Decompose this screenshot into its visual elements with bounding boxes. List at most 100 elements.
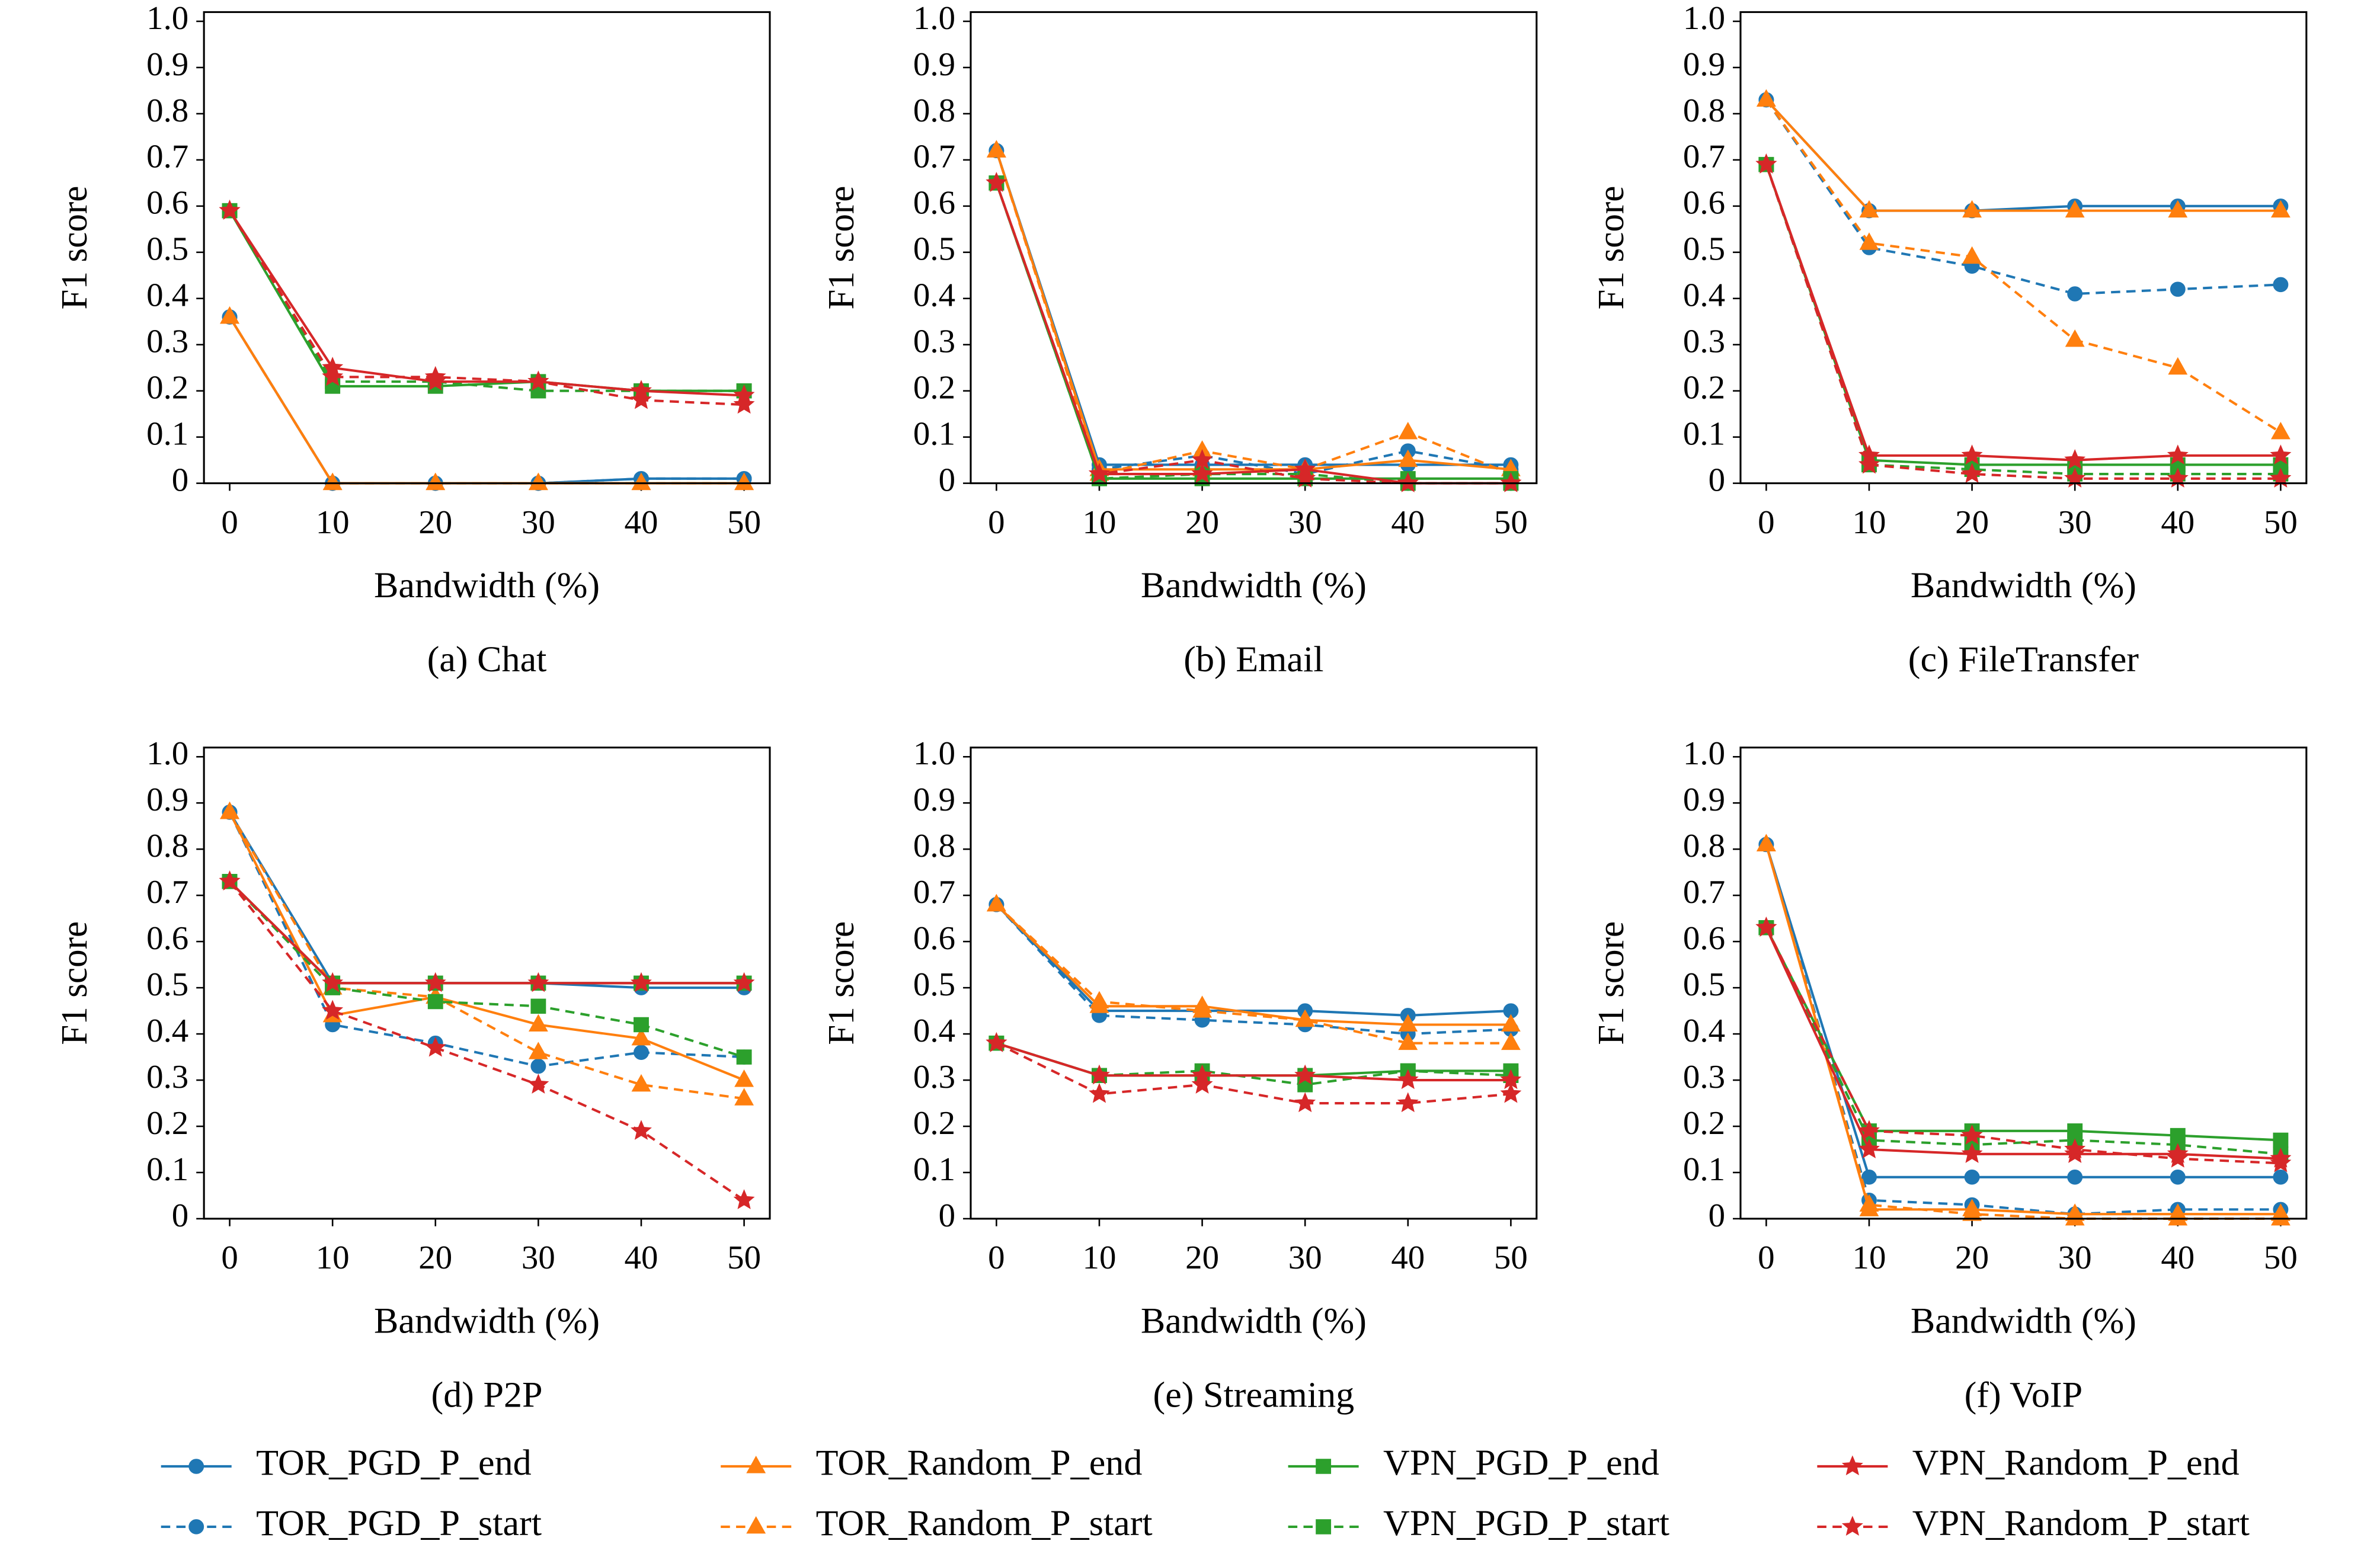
series-line <box>995 904 1511 1045</box>
marker <box>1316 1519 1332 1535</box>
x-axis-label: Bandwidth (%) <box>374 1301 600 1341</box>
y-tick-label: 0.7 <box>1683 139 1725 175</box>
marker <box>1756 834 1776 851</box>
y-tick-label: 0.4 <box>1683 277 1725 314</box>
y-tick-label: 0.6 <box>913 185 955 222</box>
y-tick-label: 0.7 <box>913 874 955 911</box>
marker <box>1397 1069 1419 1090</box>
y-tick-label: 0.3 <box>146 323 188 360</box>
series-line <box>1765 164 2281 480</box>
marker <box>322 1000 344 1020</box>
marker <box>986 1032 1007 1052</box>
marker <box>1191 463 1213 483</box>
marker <box>2270 1208 2291 1226</box>
series-line <box>1765 844 2281 1178</box>
legend: TOR_PGD_P_end TOR_PGD_P_start TOR_Random_P… <box>161 1443 2250 1543</box>
marker <box>2167 444 2189 465</box>
y-tick-label: 0.7 <box>1683 874 1725 911</box>
x-tick-label: 10 <box>1853 504 1886 541</box>
legend-label: VPN_PGD_P_start <box>1383 1503 1669 1543</box>
y-tick-label: 0.7 <box>146 139 188 175</box>
marker <box>220 801 239 819</box>
y-tick-label: 0.3 <box>146 1059 188 1095</box>
y-tick-label: 0.6 <box>146 920 188 957</box>
series-line <box>995 182 1511 480</box>
y-tick-label: 0.6 <box>1683 920 1725 957</box>
y-axis-label: F1 score <box>55 186 95 310</box>
marker <box>734 1088 754 1106</box>
marker <box>2273 1170 2289 1185</box>
legend-label: TOR_PGD_P_start <box>256 1503 542 1543</box>
y-tick-label: 0.1 <box>146 416 188 453</box>
y-tick-label: 1.0 <box>1683 736 1725 773</box>
y-tick-label: 0.9 <box>913 781 955 818</box>
marker <box>1755 917 1777 937</box>
x-tick-label: 30 <box>2058 504 2092 541</box>
y-tick-label: 0.4 <box>913 277 955 314</box>
x-axis-label: Bandwidth (%) <box>1911 1301 2136 1341</box>
x-tick-label: 0 <box>988 504 1005 541</box>
marker <box>734 472 754 491</box>
marker <box>1294 1092 1316 1113</box>
marker <box>746 1516 766 1534</box>
y-tick-label: 0.5 <box>1683 231 1725 268</box>
y-tick-label: 0.2 <box>146 370 188 406</box>
marker <box>2270 421 2291 440</box>
legend-label: TOR_Random_P_start <box>816 1503 1153 1543</box>
x-axis-label: Bandwidth (%) <box>1911 566 2136 606</box>
marker <box>1858 453 1880 474</box>
marker <box>1961 463 1983 483</box>
y-tick-label: 0.5 <box>146 231 188 268</box>
y-tick-label: 0.1 <box>913 416 955 453</box>
series-line <box>995 904 1511 1026</box>
marker <box>1397 1092 1419 1113</box>
marker <box>746 1456 766 1473</box>
y-tick-label: 0.4 <box>913 1013 955 1049</box>
x-tick-label: 10 <box>1083 1240 1117 1277</box>
x-tick-label: 10 <box>1083 504 1117 541</box>
y-tick-label: 0.8 <box>913 828 955 864</box>
series-line <box>229 880 744 985</box>
y-tick-label: 0.3 <box>1683 323 1725 360</box>
y-tick-label: 0.9 <box>1683 46 1725 83</box>
y-tick-label: 0 <box>1709 1197 1725 1234</box>
x-tick-label: 0 <box>988 1240 1005 1277</box>
marker <box>1191 1074 1213 1094</box>
marker <box>188 1459 204 1474</box>
marker <box>1089 463 1110 483</box>
marker <box>2167 1147 2189 1168</box>
series-line <box>1765 99 2281 296</box>
marker <box>2064 1138 2086 1159</box>
plot-frame <box>970 747 1538 1220</box>
marker <box>733 1189 755 1209</box>
y-tick-label: 0.5 <box>913 231 955 268</box>
marker <box>1962 246 1982 264</box>
marker <box>528 1042 548 1059</box>
marker <box>2273 1132 2289 1148</box>
marker <box>426 472 446 491</box>
series-line <box>228 210 744 392</box>
series-line <box>1765 164 2281 466</box>
series-line <box>1765 99 2281 212</box>
x-tick-label: 20 <box>1185 1240 1219 1277</box>
marker <box>2170 1170 2186 1185</box>
plot-frame <box>203 747 771 1220</box>
panel-caption: (e) Streaming <box>1153 1375 1355 1415</box>
y-tick-label: 0.6 <box>1683 185 1725 222</box>
marker <box>634 1017 649 1033</box>
marker <box>527 972 549 992</box>
x-tick-label: 40 <box>625 504 658 541</box>
y-tick-label: 0.9 <box>1683 781 1725 818</box>
marker <box>2168 200 2188 218</box>
marker <box>530 1058 546 1074</box>
marker <box>1962 200 1982 218</box>
x-tick-label: 20 <box>1185 504 1219 541</box>
series-line <box>1765 927 2281 1160</box>
series-line <box>995 182 1511 485</box>
panel: 0 0.1 0.2 0.3 0.4 0.5 0.6 0.7 0.8 0.9 1.0 0 10 20 30 40… <box>821 0 1538 680</box>
plot-frame <box>970 11 1538 485</box>
y-tick-label: 0.6 <box>913 920 955 957</box>
series-line <box>1765 99 2281 212</box>
marker <box>1962 1203 1982 1221</box>
x-tick-label: 0 <box>221 1240 238 1277</box>
